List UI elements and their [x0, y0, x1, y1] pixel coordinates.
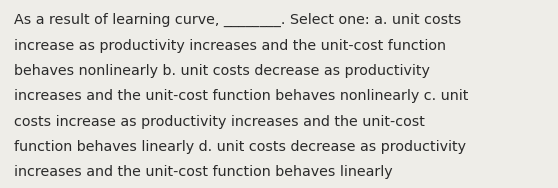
Text: costs increase as productivity increases and the unit-cost: costs increase as productivity increases… — [14, 115, 425, 129]
Text: function behaves linearly d. unit costs decrease as productivity: function behaves linearly d. unit costs … — [14, 140, 466, 154]
Text: As a result of learning curve, ________. Select one: a. unit costs: As a result of learning curve, ________.… — [14, 13, 461, 27]
Text: behaves nonlinearly b. unit costs decrease as productivity: behaves nonlinearly b. unit costs decrea… — [14, 64, 430, 78]
Text: increase as productivity increases and the unit-cost function: increase as productivity increases and t… — [14, 39, 446, 52]
Text: increases and the unit-cost function behaves nonlinearly c. unit: increases and the unit-cost function beh… — [14, 89, 468, 103]
Text: increases and the unit-cost function behaves linearly: increases and the unit-cost function beh… — [14, 165, 393, 179]
